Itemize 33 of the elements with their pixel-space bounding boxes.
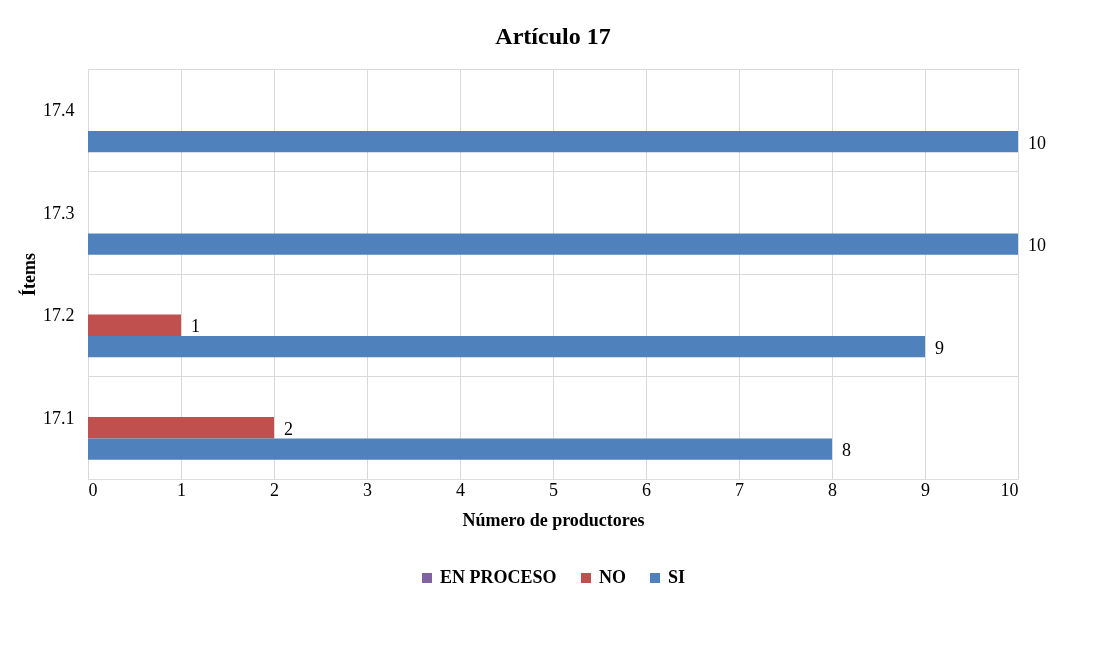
- x-tick-label: 10: [1000, 479, 1019, 500]
- y-axis-title: Ítems: [18, 253, 39, 296]
- bar: [88, 130, 1018, 153]
- y-tick-label: 17.3: [43, 202, 75, 223]
- bar: [88, 314, 181, 336]
- data-label: 10: [1028, 132, 1046, 153]
- x-axis-title: Número de productores: [462, 509, 645, 530]
- x-tick-label: 0: [88, 479, 98, 500]
- y-tick-label: 17.4: [43, 100, 75, 121]
- data-label: 1: [191, 316, 200, 337]
- legend-label: NO: [599, 567, 626, 587]
- data-label: 8: [842, 440, 851, 461]
- y-tick-label: 17.1: [43, 407, 75, 428]
- bar: [88, 438, 832, 460]
- data-label: 10: [1028, 235, 1046, 256]
- data-label: 9: [935, 337, 944, 358]
- legend-label: SI: [668, 567, 686, 587]
- x-tick-label: 2: [270, 479, 279, 500]
- x-tick-label: 6: [642, 479, 651, 500]
- x-tick-label: 1: [177, 479, 186, 500]
- bar: [88, 335, 925, 358]
- x-tick-label: 3: [363, 479, 372, 500]
- x-tick-label: 5: [549, 479, 558, 500]
- bar: [88, 417, 274, 439]
- x-tick-label: 8: [828, 479, 837, 500]
- chart-title: Artículo 17: [495, 23, 611, 49]
- data-label: 2: [284, 418, 293, 439]
- y-tick-label: 17.2: [43, 305, 75, 326]
- x-tick-label: 7: [735, 479, 744, 500]
- bar: [88, 233, 1018, 255]
- x-tick-label: 9: [921, 479, 930, 500]
- legend-label: EN PROCESO: [440, 567, 557, 587]
- x-tick-label: 4: [456, 479, 465, 500]
